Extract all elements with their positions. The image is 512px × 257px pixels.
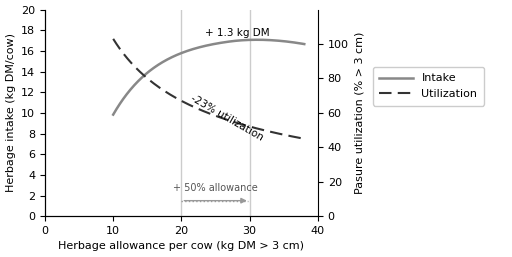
Legend: Intake, Utilization: Intake, Utilization (373, 67, 484, 106)
Text: -23% utilization: -23% utilization (189, 93, 265, 143)
Y-axis label: Herbage intake (kg DM/cow): Herbage intake (kg DM/cow) (6, 33, 15, 192)
Text: + 50% allowance: + 50% allowance (173, 183, 258, 194)
Y-axis label: Pasure utilization (% > 3 cm): Pasure utilization (% > 3 cm) (354, 32, 364, 194)
X-axis label: Herbage allowance per cow (kg DM > 3 cm): Herbage allowance per cow (kg DM > 3 cm) (58, 241, 305, 251)
Text: + 1.3 kg DM: + 1.3 kg DM (205, 29, 270, 39)
